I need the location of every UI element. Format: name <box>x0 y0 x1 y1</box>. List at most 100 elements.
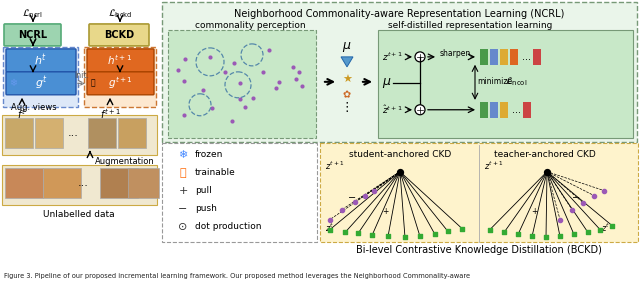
Text: ...: ... <box>77 178 88 188</box>
Text: Figure 3. Pipeline of our proposed incremental learning framework. Our proposed : Figure 3. Pipeline of our proposed incre… <box>4 273 470 279</box>
Text: $\mathcal{L}_{\rm ncrl}$: $\mathcal{L}_{\rm ncrl}$ <box>22 7 44 20</box>
Text: Bi-level Contrastive Knowledge Distillation (BCKD): Bi-level Contrastive Knowledge Distillat… <box>356 246 602 255</box>
Point <box>179 79 189 83</box>
Circle shape <box>415 52 425 62</box>
Text: ⋮: ⋮ <box>340 101 353 114</box>
Text: $h^{t+1}$: $h^{t+1}$ <box>108 53 132 67</box>
Point <box>179 113 189 117</box>
Text: 🔥: 🔥 <box>180 168 186 178</box>
Text: ...: ... <box>68 128 79 138</box>
Bar <box>2 165 157 205</box>
Bar <box>118 118 146 148</box>
Text: +: + <box>531 207 537 216</box>
Text: $f^{t+1}$: $f^{t+1}$ <box>100 107 120 121</box>
Point <box>527 234 537 239</box>
Text: −: − <box>572 192 580 203</box>
Text: ❄: ❄ <box>9 78 17 88</box>
Point <box>583 230 593 235</box>
Point <box>589 193 599 198</box>
FancyBboxPatch shape <box>87 72 154 95</box>
Text: +: + <box>179 185 188 196</box>
Point <box>541 235 551 240</box>
Bar <box>88 118 116 148</box>
Text: NCRL: NCRL <box>19 30 47 40</box>
Point <box>293 70 303 74</box>
Point <box>173 68 183 72</box>
Text: $f^t$: $f^t$ <box>17 107 26 121</box>
Bar <box>35 118 63 148</box>
Point <box>443 229 453 234</box>
Point <box>180 57 190 61</box>
Text: −: − <box>348 192 356 203</box>
Text: teacher-anchored CKD: teacher-anchored CKD <box>494 150 596 159</box>
FancyBboxPatch shape <box>6 72 76 95</box>
Text: trainable: trainable <box>195 168 236 177</box>
Bar <box>490 102 498 118</box>
Point <box>578 200 588 205</box>
Point <box>235 81 245 85</box>
Point <box>240 105 250 109</box>
Text: $g^t$: $g^t$ <box>35 74 47 92</box>
Bar <box>5 168 43 198</box>
Text: −: − <box>179 203 188 214</box>
Bar <box>162 2 637 142</box>
Point <box>297 84 307 88</box>
Point <box>595 227 605 232</box>
Text: commonality perception: commonality perception <box>195 21 305 30</box>
Point <box>337 207 347 212</box>
Text: $\mu$: $\mu$ <box>382 76 392 90</box>
Bar <box>480 102 488 118</box>
Point <box>288 65 298 69</box>
Text: self-distilled representation learning: self-distilled representation learning <box>388 21 552 30</box>
Point <box>291 77 301 82</box>
Text: $\mathcal{L}_{\rm ncol}$: $\mathcal{L}_{\rm ncol}$ <box>505 75 527 88</box>
Point <box>499 230 509 235</box>
Point <box>513 232 523 237</box>
Point <box>235 97 245 101</box>
Text: ❄: ❄ <box>179 150 188 160</box>
Text: dot production: dot production <box>195 222 262 231</box>
Text: $h^t$: $h^t$ <box>35 53 47 68</box>
Text: BCKD: BCKD <box>104 30 134 40</box>
Point <box>227 119 237 124</box>
Point <box>360 193 370 198</box>
Text: 🔥: 🔥 <box>91 79 95 88</box>
Point <box>258 70 268 74</box>
Text: ...: ... <box>512 105 521 115</box>
Point <box>205 55 215 59</box>
Bar <box>533 49 541 65</box>
Point <box>340 230 350 235</box>
Point <box>228 61 239 65</box>
Text: $z^t$: $z^t$ <box>325 222 334 234</box>
Text: $z^t$: $z^t$ <box>601 222 610 234</box>
Text: push: push <box>195 204 217 213</box>
Text: Augmentation: Augmentation <box>95 157 155 166</box>
FancyBboxPatch shape <box>4 24 61 46</box>
Point <box>207 106 218 111</box>
Text: student-anchored CKD: student-anchored CKD <box>349 150 451 159</box>
Bar <box>128 168 159 198</box>
Text: Neighborhood Commonality-aware Representation Learning (NCRL): Neighborhood Commonality-aware Represent… <box>234 9 564 19</box>
Bar <box>490 49 498 65</box>
Point <box>383 234 393 239</box>
Bar <box>320 143 638 243</box>
Point <box>353 231 363 236</box>
Point <box>607 223 617 228</box>
Text: $z^{t+1}$: $z^{t+1}$ <box>382 51 403 63</box>
Bar <box>510 49 518 65</box>
Text: $\mu$: $\mu$ <box>342 40 352 54</box>
Point <box>275 80 285 84</box>
Text: ✿: ✿ <box>343 91 351 101</box>
Bar <box>500 102 508 118</box>
Text: $\hat{z}^{t+1}$: $\hat{z}^{t+1}$ <box>382 103 403 116</box>
Point <box>369 188 379 193</box>
Point <box>220 69 230 74</box>
Text: +: + <box>382 207 388 216</box>
Bar <box>162 143 317 243</box>
Text: ★: ★ <box>342 75 352 85</box>
Bar <box>500 49 508 65</box>
FancyBboxPatch shape <box>89 24 149 46</box>
Point <box>325 227 335 232</box>
Point <box>430 232 440 237</box>
Point <box>599 188 609 193</box>
